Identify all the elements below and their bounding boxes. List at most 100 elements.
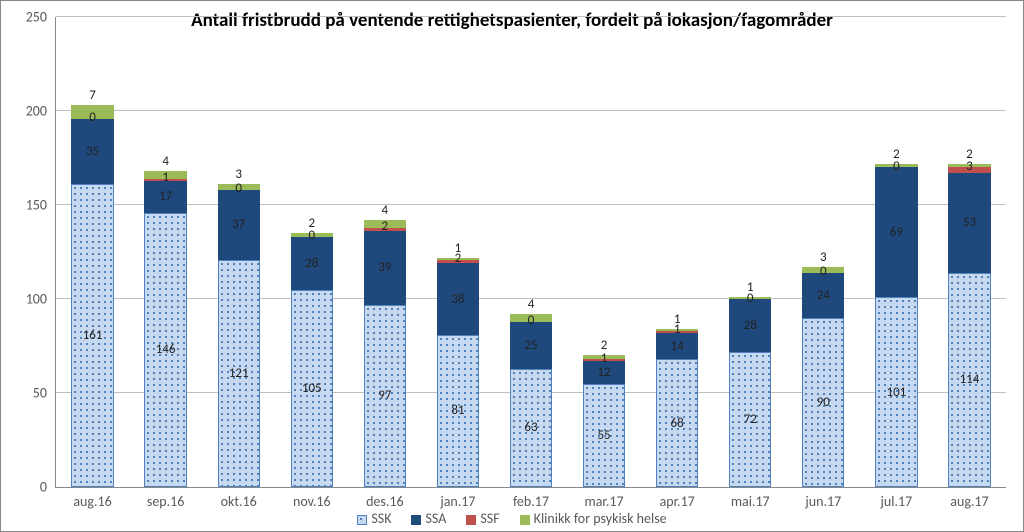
bar-segment-ssa xyxy=(656,333,698,359)
x-category-label: jul.17 xyxy=(862,493,930,510)
x-category-label: feb.17 xyxy=(497,493,565,510)
legend-swatch xyxy=(520,515,530,525)
data-label: 3 xyxy=(802,250,844,265)
bar-segment-klinikk-for-psykisk-helse xyxy=(218,184,260,190)
data-label: 3 xyxy=(218,167,260,182)
bar-segment-ssk xyxy=(875,297,917,487)
bar-segment-klinikk-for-psykisk-helse xyxy=(437,258,479,260)
bar-segment-klinikk-for-psykisk-helse xyxy=(802,267,844,273)
data-label: 2 xyxy=(875,147,917,162)
bar-segment-ssk xyxy=(948,273,990,487)
bar-slot: 902403jun.17 xyxy=(802,17,844,487)
y-tick-label: 100 xyxy=(7,291,47,308)
data-label: 2 xyxy=(583,338,625,353)
x-category-label: des.16 xyxy=(351,493,419,510)
data-label: 2 xyxy=(291,216,333,231)
data-label: 4 xyxy=(364,203,406,218)
data-label: 4 xyxy=(144,154,186,169)
bar-segment-klinikk-for-psykisk-helse xyxy=(144,171,186,179)
data-label: 1 xyxy=(437,241,479,256)
bar-segment-klinikk-for-psykisk-helse xyxy=(583,355,625,359)
legend: SSK SSA SSF Klinikk for psykisk helse xyxy=(1,510,1023,527)
bar-slot: 681411apr.17 xyxy=(656,17,698,487)
bar-segment-ssk xyxy=(656,359,698,487)
x-category-label: mar.17 xyxy=(570,493,638,510)
x-category-label: jan.17 xyxy=(424,493,492,510)
bar-segment-ssk xyxy=(364,305,406,487)
bar-segment-ssk xyxy=(510,369,552,487)
bar-slot: 1052802nov.16 xyxy=(291,17,333,487)
bar-slot: 1613507aug.16 xyxy=(71,17,113,487)
bar-slot: 813821jan.17 xyxy=(437,17,479,487)
bar-segment-klinikk-for-psykisk-helse xyxy=(948,164,990,168)
bar-segment-ssa xyxy=(875,167,917,297)
bar-slot: 632504feb.17 xyxy=(510,17,552,487)
bar-segment-ssa xyxy=(948,173,990,273)
legend-label: SSK xyxy=(371,510,391,527)
legend-item: SSF xyxy=(466,510,499,527)
data-label: 4 xyxy=(510,297,552,312)
legend-item: SSA xyxy=(411,510,446,527)
bar-segment-klinikk-for-psykisk-helse xyxy=(510,314,552,322)
legend-label: SSA xyxy=(425,510,446,527)
x-category-label: okt.16 xyxy=(205,493,273,510)
x-category-label: aug.17 xyxy=(936,493,1004,510)
legend-item: Klinikk for psykisk helse xyxy=(520,510,667,527)
data-label: 7 xyxy=(71,88,113,103)
data-label: 1 xyxy=(656,312,698,327)
bar-slot: 1016902jul.17 xyxy=(875,17,917,487)
bar-segment-ssf xyxy=(364,228,406,232)
x-category-label: sep.16 xyxy=(132,493,200,510)
bar-segment-ssa xyxy=(71,119,113,185)
bar-slot: 1213703okt.16 xyxy=(218,17,260,487)
bar-segment-ssa xyxy=(729,299,771,352)
bar-segment-ssa xyxy=(291,237,333,290)
bar-segment-ssa xyxy=(218,190,260,260)
legend-swatch xyxy=(357,515,367,525)
bar-segment-ssa xyxy=(802,273,844,318)
x-category-label: aug.16 xyxy=(59,493,127,510)
y-tick-label: 150 xyxy=(7,197,47,214)
bar-slot: 1145332aug.17 xyxy=(948,17,990,487)
legend-item: SSK xyxy=(357,510,391,527)
bar-segment-ssk xyxy=(291,290,333,487)
plot-area: 1613507aug.16 1461714sep.16 1213703okt.16 1… xyxy=(55,17,1006,488)
bar-slot: 1461714sep.16 xyxy=(144,17,186,487)
bar-segment-klinikk-for-psykisk-helse xyxy=(364,220,406,228)
bar-segment-klinikk-for-psykisk-helse xyxy=(729,297,771,299)
bar-segment-klinikk-for-psykisk-helse xyxy=(291,233,333,237)
bar-segment-ssf xyxy=(144,179,186,181)
bar-segment-klinikk-for-psykisk-helse xyxy=(71,105,113,118)
bar-segment-ssk xyxy=(583,384,625,487)
x-category-label: mai.17 xyxy=(716,493,784,510)
chart-frame: Antall fristbrudd på ventende rettighets… xyxy=(0,0,1024,532)
bar-segment-klinikk-for-psykisk-helse xyxy=(875,164,917,168)
y-tick-label: 200 xyxy=(7,103,47,120)
bar-slot: 551212mar.17 xyxy=(583,17,625,487)
bar-segment-ssa xyxy=(364,231,406,304)
data-label: 1 xyxy=(729,280,771,295)
bar-segment-ssk xyxy=(729,352,771,487)
bar-segment-klinikk-for-psykisk-helse xyxy=(656,329,698,331)
y-tick-label: 50 xyxy=(7,385,47,402)
bar-segment-ssf xyxy=(583,359,625,361)
bar-segment-ssk xyxy=(437,335,479,487)
legend-swatch xyxy=(411,515,421,525)
bar-segment-ssa xyxy=(437,263,479,334)
bar-segment-ssk xyxy=(218,260,260,487)
bar-segment-ssk xyxy=(71,184,113,487)
bar-segment-ssk xyxy=(802,318,844,487)
x-category-label: jun.17 xyxy=(789,493,857,510)
legend-label: Klinikk for psykisk helse xyxy=(534,510,667,527)
bar-segment-ssa xyxy=(510,322,552,369)
bar-slot: 722801mai.17 xyxy=(729,17,771,487)
bar-segment-ssf xyxy=(437,260,479,264)
y-tick-label: 250 xyxy=(7,9,47,26)
x-category-label: apr.17 xyxy=(643,493,711,510)
bar-segment-ssa xyxy=(583,361,625,384)
bar-segment-ssk xyxy=(144,213,186,487)
bar-segment-ssf xyxy=(656,331,698,333)
y-tick-label: 0 xyxy=(7,479,47,496)
bar-slot: 973924des.16 xyxy=(364,17,406,487)
data-label: 2 xyxy=(948,147,990,162)
